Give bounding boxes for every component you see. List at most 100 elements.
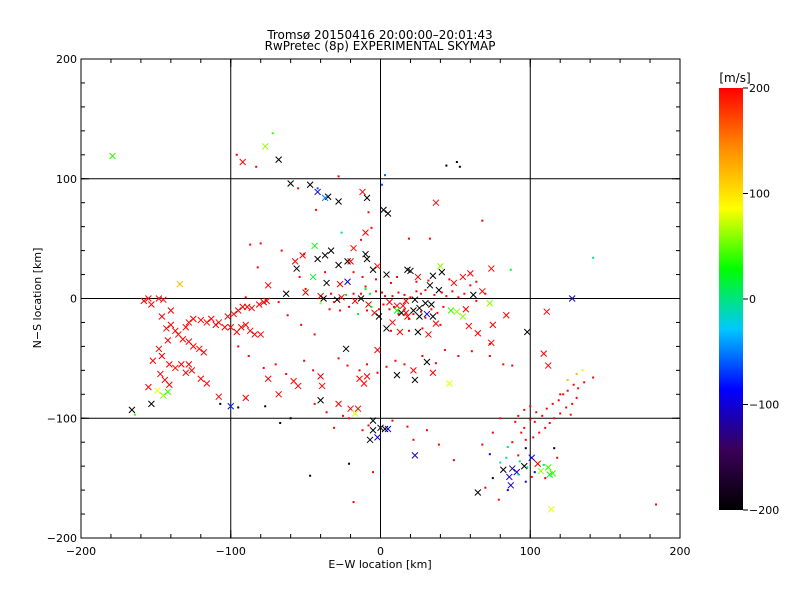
data-point-dot (249, 243, 252, 246)
data-point-dot (529, 405, 532, 408)
data-point-dot (375, 290, 378, 293)
data-point-cross (291, 258, 299, 265)
data-point-cross (224, 313, 232, 320)
data-point-dot (407, 237, 410, 240)
data-point-cross (215, 319, 223, 326)
data-point-cross (489, 321, 497, 329)
data-point-dot (380, 291, 383, 294)
data-point-cross (466, 269, 474, 277)
data-point-cross (410, 366, 417, 374)
data-point-dot (333, 426, 336, 429)
data-point-cross (375, 313, 383, 320)
data-point-dot (559, 412, 562, 415)
data-point-dot (481, 443, 484, 446)
data-point-cross (465, 322, 473, 330)
data-point-cross (309, 273, 317, 281)
data-point-cross (195, 345, 203, 353)
data-point-dot (524, 480, 527, 483)
data-point-cross (203, 380, 211, 387)
data-point-cross (203, 319, 211, 326)
data-point-cross (469, 291, 477, 299)
data-point-cross (429, 369, 437, 377)
data-point-dot (571, 402, 574, 405)
data-points (109, 132, 658, 513)
data-point-cross (320, 295, 327, 302)
data-point-dot (380, 183, 383, 186)
data-point-dot (366, 309, 369, 312)
data-point-cross (200, 349, 208, 356)
data-point-cross (215, 393, 223, 401)
data-point-cross (499, 466, 507, 474)
data-point-dot (523, 408, 526, 411)
y-tick-label: 200 (56, 53, 77, 66)
data-point-dot (361, 429, 364, 432)
data-point-dot (366, 363, 369, 366)
data-point-dot (428, 237, 431, 240)
data-point-dot (389, 329, 392, 332)
data-point-cross (447, 307, 455, 314)
data-point-dot (340, 231, 343, 234)
data-point-cross (160, 392, 167, 399)
data-point-cross (549, 469, 557, 477)
data-point-dot (346, 364, 349, 367)
data-point-cross (109, 152, 116, 160)
data-point-dot (443, 348, 446, 351)
data-point-dot (256, 266, 259, 269)
data-point-cross (437, 262, 444, 270)
data-point-dot (352, 292, 355, 295)
data-point-cross (234, 307, 242, 314)
data-point-dot (419, 310, 422, 313)
data-point-cross (487, 265, 495, 272)
data-point-dot (421, 327, 424, 330)
data-point-dot (475, 299, 478, 302)
data-point-dot (367, 424, 370, 427)
data-point-dot (542, 463, 545, 466)
data-point-dot (364, 287, 367, 290)
data-point-dot (425, 429, 428, 432)
data-point-cross (344, 278, 351, 286)
data-point-cross (425, 331, 432, 338)
data-point-cross (428, 301, 435, 308)
data-point-dot (313, 402, 316, 405)
data-point-cross (321, 252, 329, 259)
data-point-dot (488, 453, 491, 456)
data-point-dot (285, 372, 288, 375)
data-point-dot (280, 249, 283, 252)
data-point-cross (369, 266, 377, 274)
data-point-dot (361, 275, 364, 278)
data-point-cross (416, 304, 423, 312)
data-point-cross (363, 372, 371, 380)
data-point-dot (419, 292, 422, 295)
data-point-dot (262, 366, 265, 369)
data-point-dot (403, 363, 406, 366)
data-point-cross (189, 343, 197, 350)
data-point-cross (145, 295, 152, 302)
data-point-cross (369, 426, 377, 434)
y-tick-label: 100 (56, 173, 77, 186)
data-point-dot (544, 477, 547, 480)
data-point-cross (423, 310, 431, 318)
data-point-cross (423, 358, 431, 366)
data-point-cross (416, 313, 423, 320)
data-point-cross (293, 265, 300, 272)
data-point-dot (499, 417, 502, 420)
data-point-dot (517, 473, 520, 476)
data-point-cross (287, 180, 295, 187)
x-axis-ticks: −200 −100 0 100 200 (66, 59, 691, 558)
data-point-cross (165, 381, 173, 389)
data-point-cross (384, 425, 392, 433)
data-point-dot (133, 413, 136, 416)
data-point-cross (544, 463, 552, 471)
data-point-dot (369, 292, 372, 295)
data-point-cross (537, 467, 545, 475)
data-point-dot (553, 417, 556, 420)
data-point-dot (517, 414, 520, 417)
data-point-cross (432, 320, 440, 328)
data-point-cross (350, 244, 357, 252)
data-point-dot (497, 498, 500, 501)
data-point-dot (309, 474, 312, 477)
data-point-dot (303, 359, 306, 362)
data-point-cross (502, 311, 510, 319)
data-point-cross (363, 255, 371, 263)
data-point-cross (568, 295, 576, 302)
